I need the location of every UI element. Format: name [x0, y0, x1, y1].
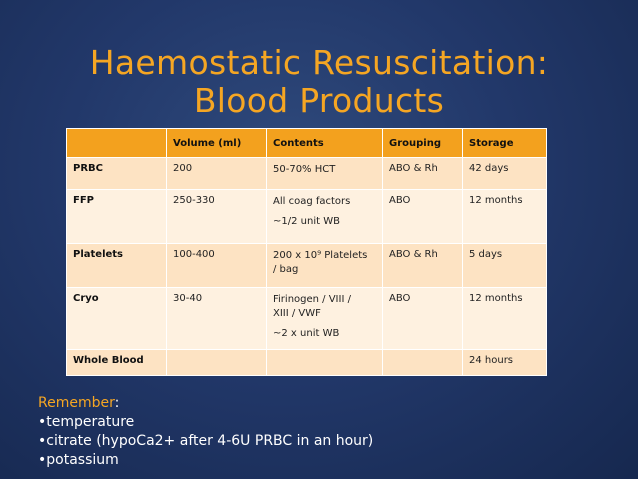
row-volume: 250-330 [166, 189, 267, 244]
row-grouping: ABO [382, 189, 463, 244]
contents-line: XIII / VWF [273, 308, 321, 319]
row-storage: 42 days [462, 157, 547, 190]
contents-line: ~2 x unit WB [273, 328, 340, 339]
row-volume: 200 [166, 157, 267, 190]
row-product: PRBC [66, 157, 167, 190]
table-row: Cryo 30-40 Firinogen / VIII / XIII / VWF… [66, 287, 547, 350]
row-storage: 5 days [462, 243, 547, 288]
row-volume: 100-400 [166, 243, 267, 288]
table-row: Whole Blood 24 hours [66, 349, 547, 376]
contents-line: / bag [273, 264, 299, 275]
row-volume [166, 349, 267, 376]
row-product: Whole Blood [66, 349, 167, 376]
contents-line: All coag factors [273, 196, 351, 207]
row-contents: Firinogen / VIII / XIII / VWF ~2 x unit … [266, 287, 383, 350]
remember-notes: Remember: •temperature •citrate (hypoCa2… [38, 394, 373, 470]
remember-heading: Remember: [38, 394, 373, 413]
table-row: Platelets 100-400 200 x 10⁹ Platelets / … [66, 243, 547, 288]
row-contents: 200 x 10⁹ Platelets / bag [266, 243, 383, 288]
contents-line: 50-70% HCT [273, 164, 336, 175]
row-storage: 12 months [462, 189, 547, 244]
row-grouping: ABO & Rh [382, 243, 463, 288]
remember-item: •potassium [38, 452, 119, 468]
title-line-2: Blood Products [193, 81, 445, 120]
table-row: FFP 250-330 All coag factors ~1/2 unit W… [66, 189, 547, 244]
contents-line: 200 x 10⁹ Platelets [273, 250, 368, 261]
row-product: Cryo [66, 287, 167, 350]
header-cell-empty [66, 128, 167, 158]
row-contents [266, 349, 383, 376]
remember-heading-label: Remember [38, 395, 115, 411]
remember-item: •citrate (hypoCa2+ after 4-6U PRBC in an… [38, 433, 374, 449]
contents-line: ~1/2 unit WB [273, 216, 340, 227]
header-cell-contents: Contents [266, 128, 383, 158]
header-cell-grouping: Grouping [382, 128, 463, 158]
table-row: PRBC 200 50-70% HCT ABO & Rh 42 days [66, 157, 547, 190]
row-volume: 30-40 [166, 287, 267, 350]
row-storage: 12 months [462, 287, 547, 350]
contents-line: Firinogen / VIII / [273, 294, 351, 305]
row-grouping: ABO & Rh [382, 157, 463, 190]
remember-item: •temperature [38, 414, 135, 430]
header-cell-volume: Volume (ml) [166, 128, 267, 158]
header-cell-storage: Storage [462, 128, 547, 158]
blood-products-table: Volume (ml) Contents Grouping Storage PR… [66, 128, 547, 376]
remember-heading-colon: : [114, 395, 120, 411]
row-contents: All coag factors ~1/2 unit WB [266, 189, 383, 244]
row-product: FFP [66, 189, 167, 244]
slide-title: Haemostatic Resuscitation: Blood Product… [0, 44, 638, 120]
row-storage: 24 hours [462, 349, 547, 376]
row-contents: 50-70% HCT [266, 157, 383, 190]
row-product: Platelets [66, 243, 167, 288]
row-grouping: ABO [382, 287, 463, 350]
title-line-1: Haemostatic Resuscitation: [89, 43, 549, 82]
table-header-row: Volume (ml) Contents Grouping Storage [66, 128, 547, 158]
row-grouping [382, 349, 463, 376]
